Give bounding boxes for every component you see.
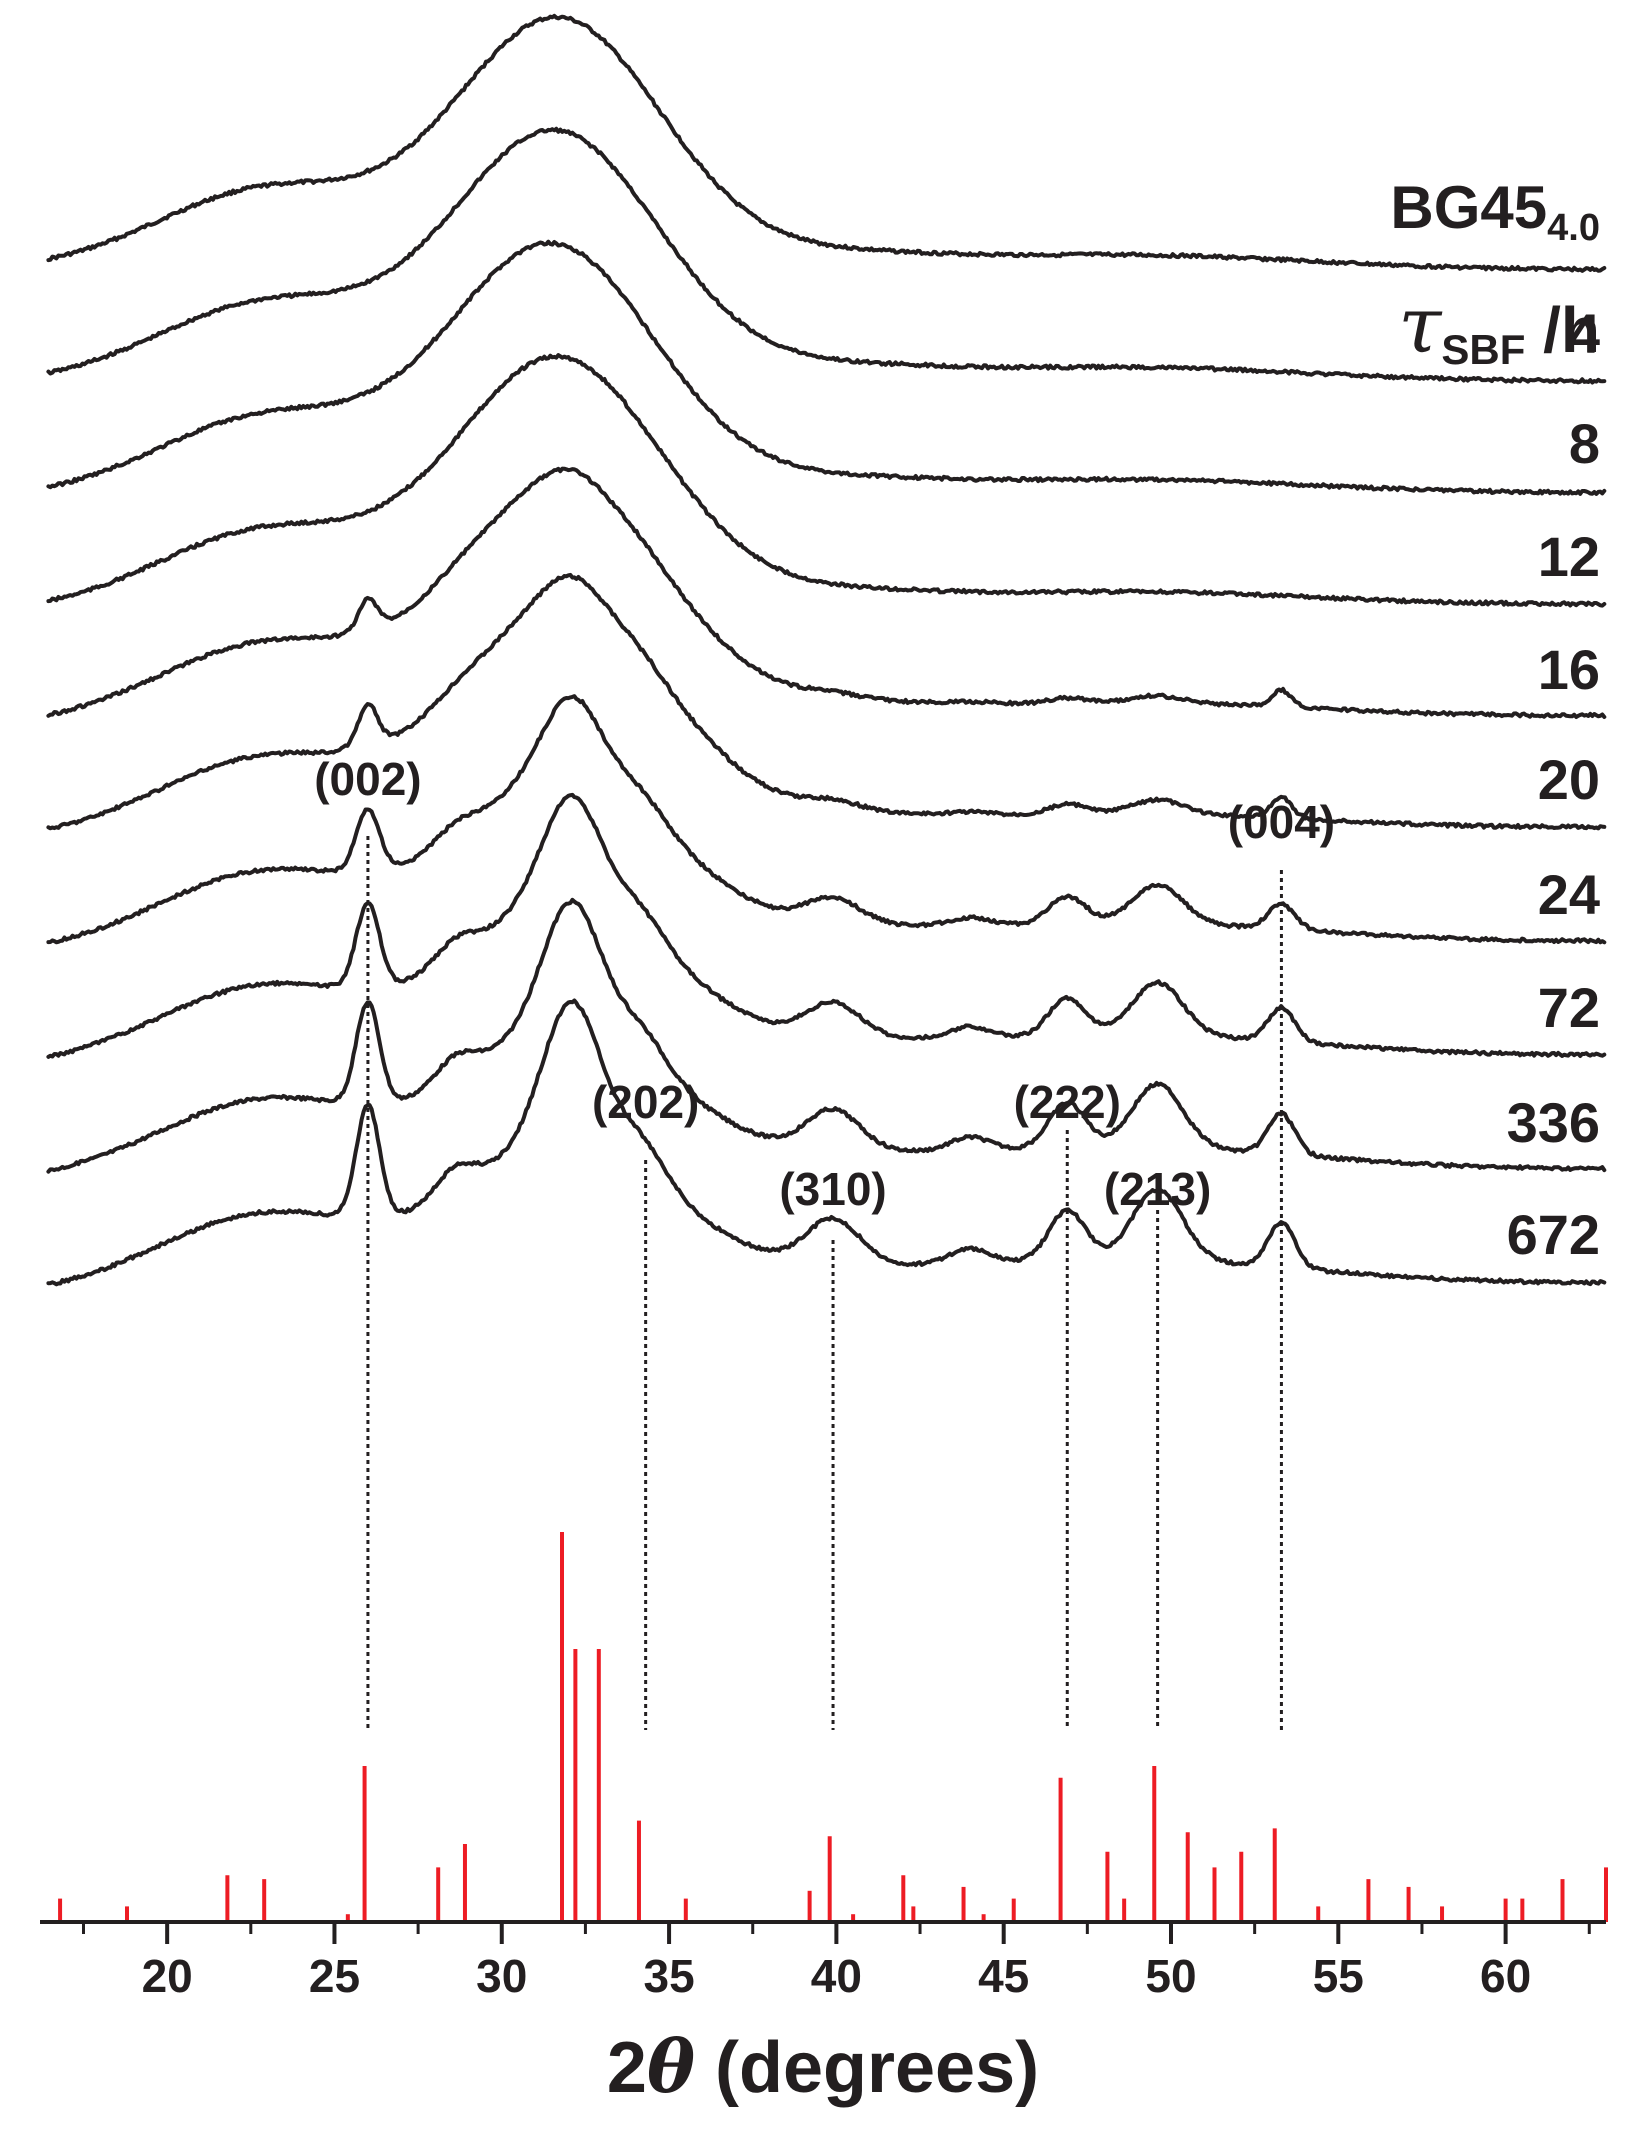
traces bbox=[46, 13, 1607, 1287]
trace-672 bbox=[46, 998, 1607, 1287]
trace-336 bbox=[46, 897, 1607, 1174]
trace-bg45 bbox=[46, 13, 1607, 273]
x-tick-label-60: 60 bbox=[1480, 1950, 1531, 2002]
trace-8 bbox=[46, 239, 1607, 496]
header-time-symbol: τ bbox=[1398, 281, 1443, 371]
reflection-guides bbox=[366, 836, 1283, 1730]
trace-12 bbox=[46, 353, 1607, 608]
series-label-24: 24 bbox=[1538, 863, 1600, 926]
reference-pattern bbox=[58, 1532, 1608, 1922]
x-axis: 20 25 30 35 40 45 50 55 60 bbox=[40, 1920, 1606, 2002]
trace-72 bbox=[46, 792, 1607, 1059]
series-label-336: 336 bbox=[1507, 1091, 1600, 1154]
series-label-8: 8 bbox=[1569, 412, 1600, 475]
header-time-label: τSBF /h bbox=[1398, 281, 1600, 373]
x-axis-title-symbol: θ bbox=[647, 2024, 695, 2109]
x-tick-label-30: 30 bbox=[476, 1950, 527, 2002]
reflection-label-0: (002) bbox=[314, 753, 421, 805]
trace-24 bbox=[46, 694, 1607, 945]
header-sample-subscript: 4.0 bbox=[1547, 207, 1600, 249]
x-axis-title-suffix: (degrees) bbox=[695, 2028, 1039, 2108]
reflection-label-1: (202) bbox=[592, 1076, 699, 1128]
header-sample-label: BG454.0 bbox=[1390, 174, 1600, 249]
series-label-20: 20 bbox=[1538, 748, 1600, 811]
header-time-subscript: SBF bbox=[1441, 326, 1525, 373]
trace-16 bbox=[46, 466, 1607, 719]
series-label-16: 16 bbox=[1538, 638, 1600, 701]
x-tick-label-20: 20 bbox=[142, 1950, 193, 2002]
header-time-unit: /h bbox=[1525, 294, 1600, 366]
x-axis-title: 2θ (degrees) bbox=[607, 2024, 1039, 2109]
x-tick-label-45: 45 bbox=[978, 1950, 1029, 2002]
series-label-72: 72 bbox=[1538, 976, 1600, 1039]
x-tick-label-55: 55 bbox=[1313, 1950, 1364, 2002]
reflection-label-2: (310) bbox=[779, 1163, 886, 1215]
x-axis-title-prefix: 2 bbox=[607, 2028, 647, 2108]
reflection-labels: (002) (202) (310) (222) (213) (004) bbox=[314, 753, 1335, 1215]
trace-20 bbox=[46, 572, 1607, 831]
header-sample-name: BG45 bbox=[1390, 174, 1547, 241]
series-label-672: 672 bbox=[1507, 1203, 1600, 1266]
reflection-label-4: (213) bbox=[1104, 1163, 1211, 1215]
reflection-label-5: (004) bbox=[1228, 796, 1335, 848]
series-label-12: 12 bbox=[1538, 525, 1600, 588]
reflection-label-3: (222) bbox=[1014, 1076, 1121, 1128]
x-tick-label-35: 35 bbox=[643, 1950, 694, 2002]
series-label-4: 4 bbox=[1569, 302, 1600, 365]
x-tick-label-40: 40 bbox=[811, 1950, 862, 2002]
x-tick-label-50: 50 bbox=[1145, 1950, 1196, 2002]
trace-4 bbox=[46, 126, 1607, 385]
x-tick-label-25: 25 bbox=[309, 1950, 360, 2002]
series-labels: 4 8 12 16 20 24 72 336 672 bbox=[1507, 302, 1600, 1266]
